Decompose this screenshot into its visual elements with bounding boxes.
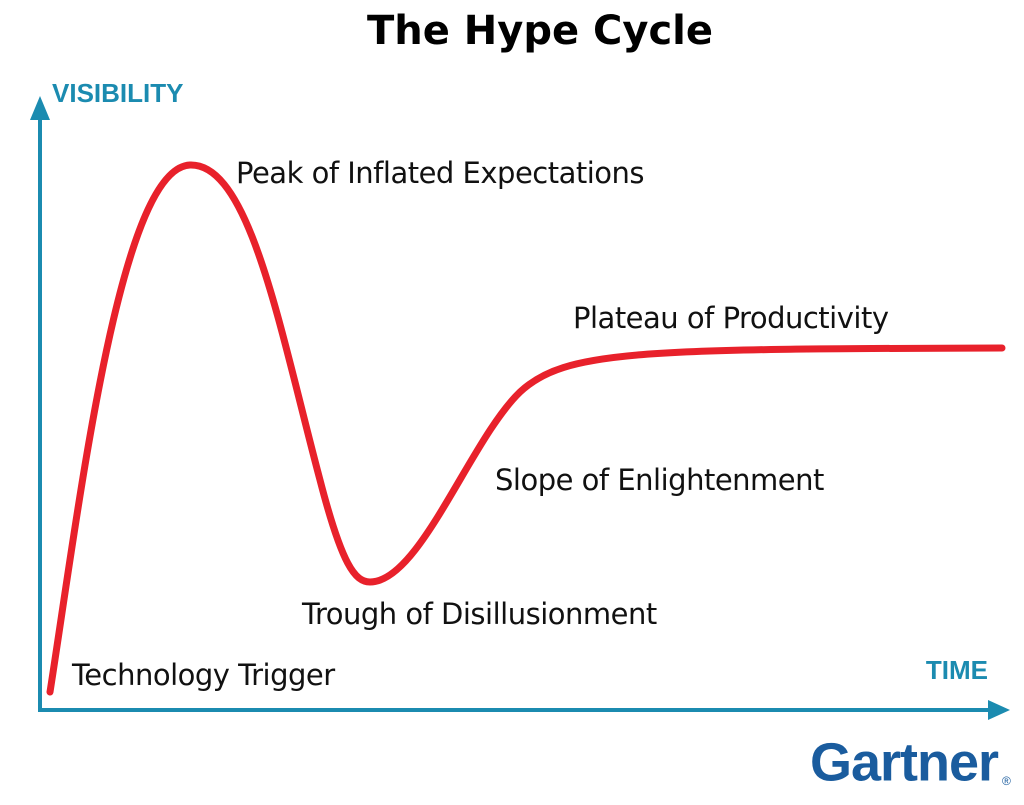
x-arrow (988, 700, 1010, 720)
y-axis-label: VISIBILITY (52, 78, 183, 108)
phase-label: Trough of Disillusionment (301, 597, 657, 631)
phase-label: Slope of Enlightenment (495, 463, 824, 497)
phase-label: Peak of Inflated Expectations (236, 156, 644, 190)
brand-logo: Gartner (810, 732, 999, 792)
x-axis-label: TIME (926, 655, 988, 685)
y-arrow (30, 96, 50, 120)
phase-label: Technology Trigger (71, 658, 335, 692)
phase-label: Plateau of Productivity (573, 301, 889, 335)
axes (30, 96, 1010, 720)
brand-mark: ® (1002, 774, 1011, 788)
hype-curve (46, 161, 1006, 696)
title: The Hype Cycle (367, 8, 713, 54)
